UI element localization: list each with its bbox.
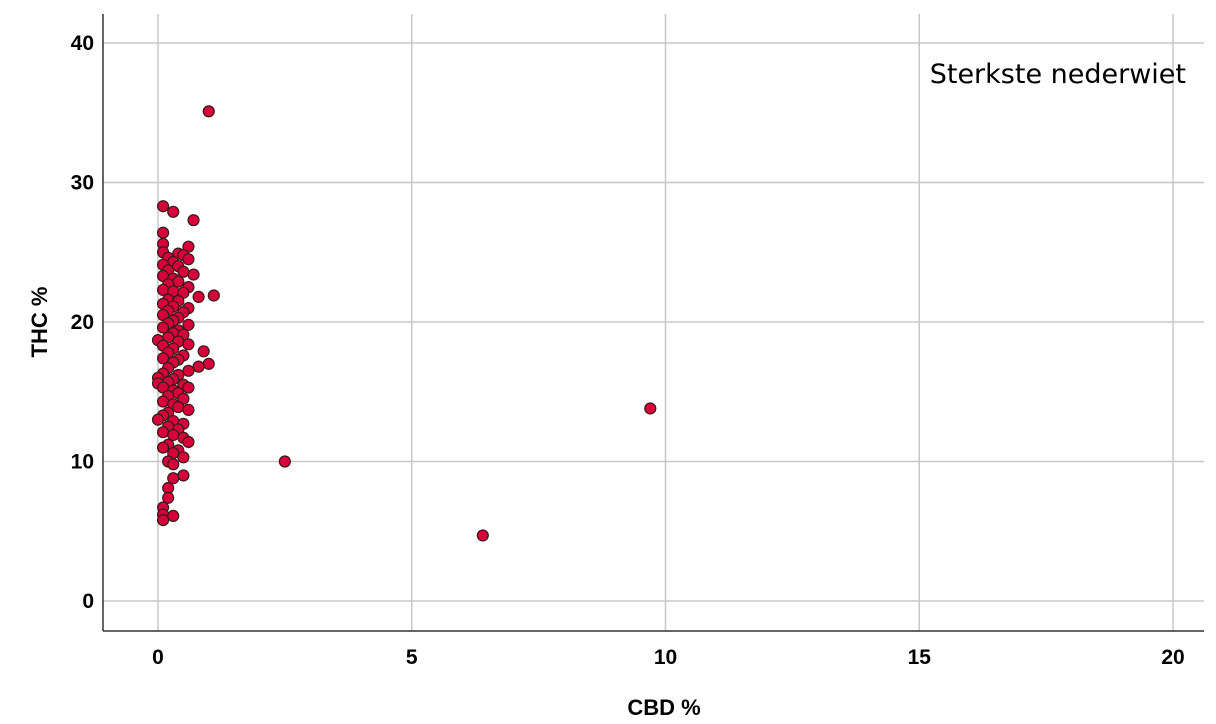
data-point [187, 268, 200, 281]
data-point [172, 400, 185, 414]
data-point [182, 364, 195, 377]
data-point [182, 338, 195, 351]
gridlines [103, 14, 1204, 631]
data-point [156, 200, 170, 213]
data-point [156, 513, 170, 527]
data-point [182, 403, 195, 416]
y-tick-label: 20 [71, 311, 94, 334]
data-point [182, 253, 195, 266]
data-point [156, 352, 170, 365]
data-point [167, 458, 180, 471]
data-points [151, 105, 657, 542]
tick-labels: 0 5 10 15 20 0 10 20 30 40 [71, 32, 1185, 669]
x-axis-title: CBD % [627, 695, 700, 720]
x-tick-label: 10 [654, 646, 677, 669]
data-point [202, 357, 215, 370]
x-tick-label: 5 [406, 646, 418, 669]
y-tick-label: 10 [71, 451, 94, 474]
y-tick-label: 40 [71, 32, 94, 55]
data-point [476, 529, 489, 542]
y-tick-label: 30 [71, 172, 94, 195]
data-point [156, 226, 170, 239]
data-point [156, 395, 170, 408]
data-point [644, 402, 657, 415]
chart-annotation: Sterkste nederwiet [930, 59, 1186, 90]
data-point [202, 105, 215, 118]
data-point [167, 205, 180, 218]
data-point [167, 509, 180, 523]
x-tick-label: 20 [1161, 646, 1184, 669]
data-point [197, 345, 210, 358]
data-point [187, 214, 200, 227]
x-tick-label: 0 [152, 646, 164, 669]
axes [102, 14, 1204, 632]
data-point [278, 455, 291, 468]
data-point [167, 472, 180, 485]
y-axis-title: THC % [27, 287, 52, 358]
data-point [192, 290, 205, 303]
data-point [156, 321, 170, 334]
data-point [162, 491, 175, 504]
data-point [182, 318, 195, 331]
data-point [182, 381, 195, 394]
data-point [177, 451, 190, 464]
data-point [207, 289, 220, 302]
data-point [151, 413, 165, 426]
data-point [192, 360, 205, 373]
data-point [177, 469, 190, 482]
data-point [156, 426, 170, 439]
data-point [156, 441, 170, 454]
y-tick-label: 0 [82, 590, 94, 613]
data-point [182, 435, 195, 449]
x-tick-label: 15 [908, 646, 932, 669]
